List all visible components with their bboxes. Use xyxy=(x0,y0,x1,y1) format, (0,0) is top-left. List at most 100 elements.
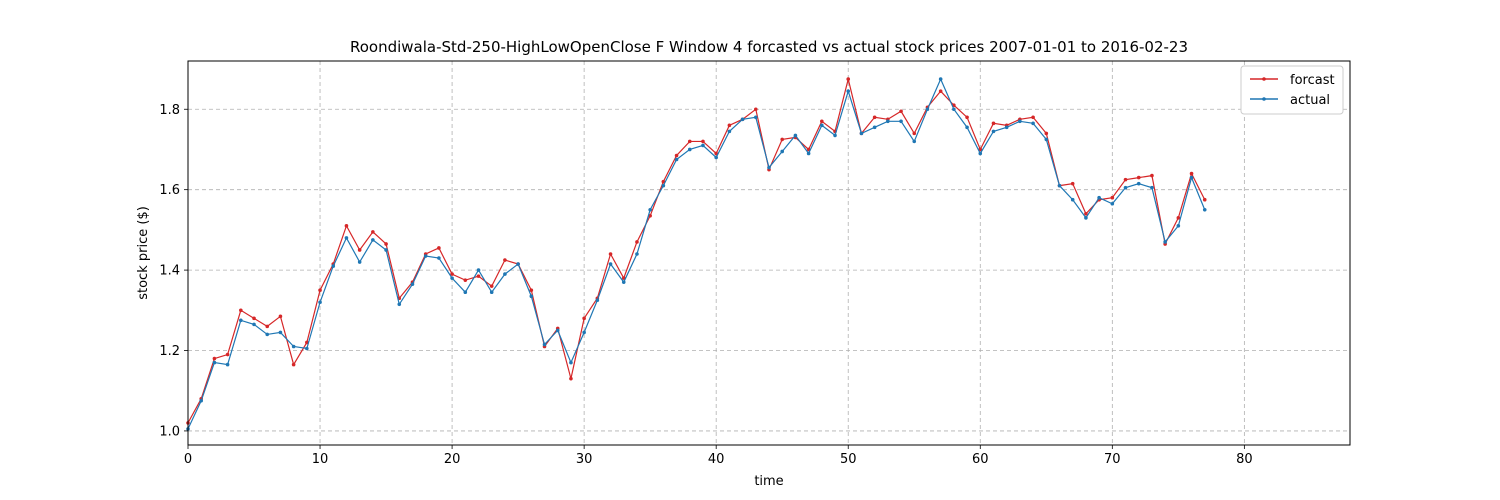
data-point-forcast xyxy=(938,89,943,93)
series-group xyxy=(186,77,1207,431)
data-point-forcast xyxy=(265,324,270,329)
data-point-actual xyxy=(397,302,402,307)
data-point-actual xyxy=(780,149,784,154)
data-point-actual xyxy=(1070,197,1075,202)
data-point-actual xyxy=(318,300,322,305)
data-point-forcast xyxy=(754,107,758,112)
data-point-forcast xyxy=(820,119,824,124)
data-point-actual xyxy=(727,129,732,134)
x-tick-label: 70 xyxy=(1104,452,1121,467)
data-point-actual xyxy=(423,254,428,258)
data-point-forcast xyxy=(212,356,217,361)
data-point-forcast xyxy=(437,246,441,250)
data-point-actual xyxy=(450,276,454,280)
data-point-actual xyxy=(516,262,520,266)
data-point-forcast xyxy=(1202,197,1207,202)
data-point-actual xyxy=(740,117,745,122)
data-point-actual xyxy=(661,183,666,188)
data-point-actual xyxy=(489,290,494,295)
data-point-actual xyxy=(714,155,718,160)
y-tick-label: 1.0 xyxy=(159,424,180,439)
data-point-actual xyxy=(859,131,864,136)
x-tick-label: 0 xyxy=(184,452,192,467)
x-tick-label: 50 xyxy=(840,452,857,467)
chart-title: Roondiwala-Std-250-HighLowOpenClose F Wi… xyxy=(350,38,1188,56)
data-point-forcast xyxy=(661,179,666,184)
data-point-forcast xyxy=(674,153,679,158)
data-point-actual xyxy=(410,282,415,286)
data-point-actual xyxy=(754,115,758,120)
data-point-forcast xyxy=(687,139,692,144)
data-point-actual xyxy=(833,133,837,138)
data-point-actual xyxy=(674,157,679,162)
data-point-forcast xyxy=(357,248,362,252)
data-point-forcast xyxy=(371,230,375,234)
x-axis: 0 10 20 30 40 50 60 70 80 xyxy=(184,445,1253,467)
data-point-forcast xyxy=(450,272,454,276)
data-point-actual xyxy=(991,129,996,134)
data-point-actual xyxy=(555,328,560,333)
data-point-forcast xyxy=(1044,131,1049,136)
data-point-actual xyxy=(806,151,811,156)
data-point-actual xyxy=(1084,216,1088,220)
data-point-actual xyxy=(767,165,771,170)
data-point-forcast xyxy=(1189,171,1194,176)
x-tick-label: 20 xyxy=(444,452,461,467)
data-point-forcast xyxy=(899,109,903,114)
data-point-actual xyxy=(357,260,362,264)
data-point-forcast xyxy=(912,131,917,136)
data-point-actual xyxy=(1004,125,1009,130)
data-point-actual xyxy=(252,322,256,327)
data-point-actual xyxy=(291,344,296,349)
data-point-actual xyxy=(965,125,969,130)
data-point-forcast xyxy=(318,288,322,292)
data-point-actual xyxy=(1163,240,1167,244)
data-point-actual xyxy=(1189,175,1194,180)
data-point-actual xyxy=(938,77,943,81)
legend-label-actual: actual xyxy=(1290,93,1330,108)
data-point-actual xyxy=(635,252,639,256)
data-point-actual xyxy=(648,207,652,212)
data-point-forcast xyxy=(714,151,718,156)
data-point-actual xyxy=(331,264,336,268)
data-point-forcast xyxy=(225,352,230,357)
data-point-actual xyxy=(1110,201,1115,206)
data-point-forcast xyxy=(582,316,586,321)
data-point-forcast xyxy=(529,288,534,292)
data-point-actual xyxy=(886,119,890,124)
data-point-actual xyxy=(384,248,388,252)
y-tick-label: 1.6 xyxy=(159,183,180,198)
data-point-actual xyxy=(912,139,917,144)
data-point-actual xyxy=(899,119,903,124)
data-point-actual xyxy=(542,342,547,347)
data-point-actual xyxy=(687,147,692,152)
data-point-actual xyxy=(1136,181,1141,186)
data-point-forcast xyxy=(1110,195,1115,200)
data-point-actual xyxy=(701,143,705,148)
data-point-forcast xyxy=(648,214,652,218)
data-point-actual xyxy=(569,360,573,365)
series-line-forcast xyxy=(187,78,1206,424)
y-tick-label: 1.8 xyxy=(159,103,180,118)
data-point-actual xyxy=(529,294,534,299)
data-point-actual xyxy=(476,268,481,272)
data-point-actual xyxy=(265,332,270,337)
data-point-forcast xyxy=(463,278,468,282)
data-point-actual xyxy=(371,238,375,242)
data-point-forcast xyxy=(1136,175,1141,180)
y-tick-label: 1.2 xyxy=(159,344,180,359)
data-point-actual xyxy=(225,362,230,367)
data-point-actual xyxy=(212,360,217,365)
data-point-actual xyxy=(305,346,309,351)
data-point-forcast xyxy=(1123,177,1128,182)
data-point-forcast xyxy=(384,242,388,246)
data-point-forcast xyxy=(569,376,573,381)
data-point-actual xyxy=(1057,183,1062,188)
data-point-forcast xyxy=(991,121,996,126)
data-point-forcast xyxy=(780,137,784,142)
data-point-actual xyxy=(595,298,600,303)
plot-frame xyxy=(187,60,1351,446)
data-point-actual xyxy=(199,398,203,403)
data-point-forcast xyxy=(978,147,983,152)
x-axis-label: time xyxy=(754,474,783,489)
